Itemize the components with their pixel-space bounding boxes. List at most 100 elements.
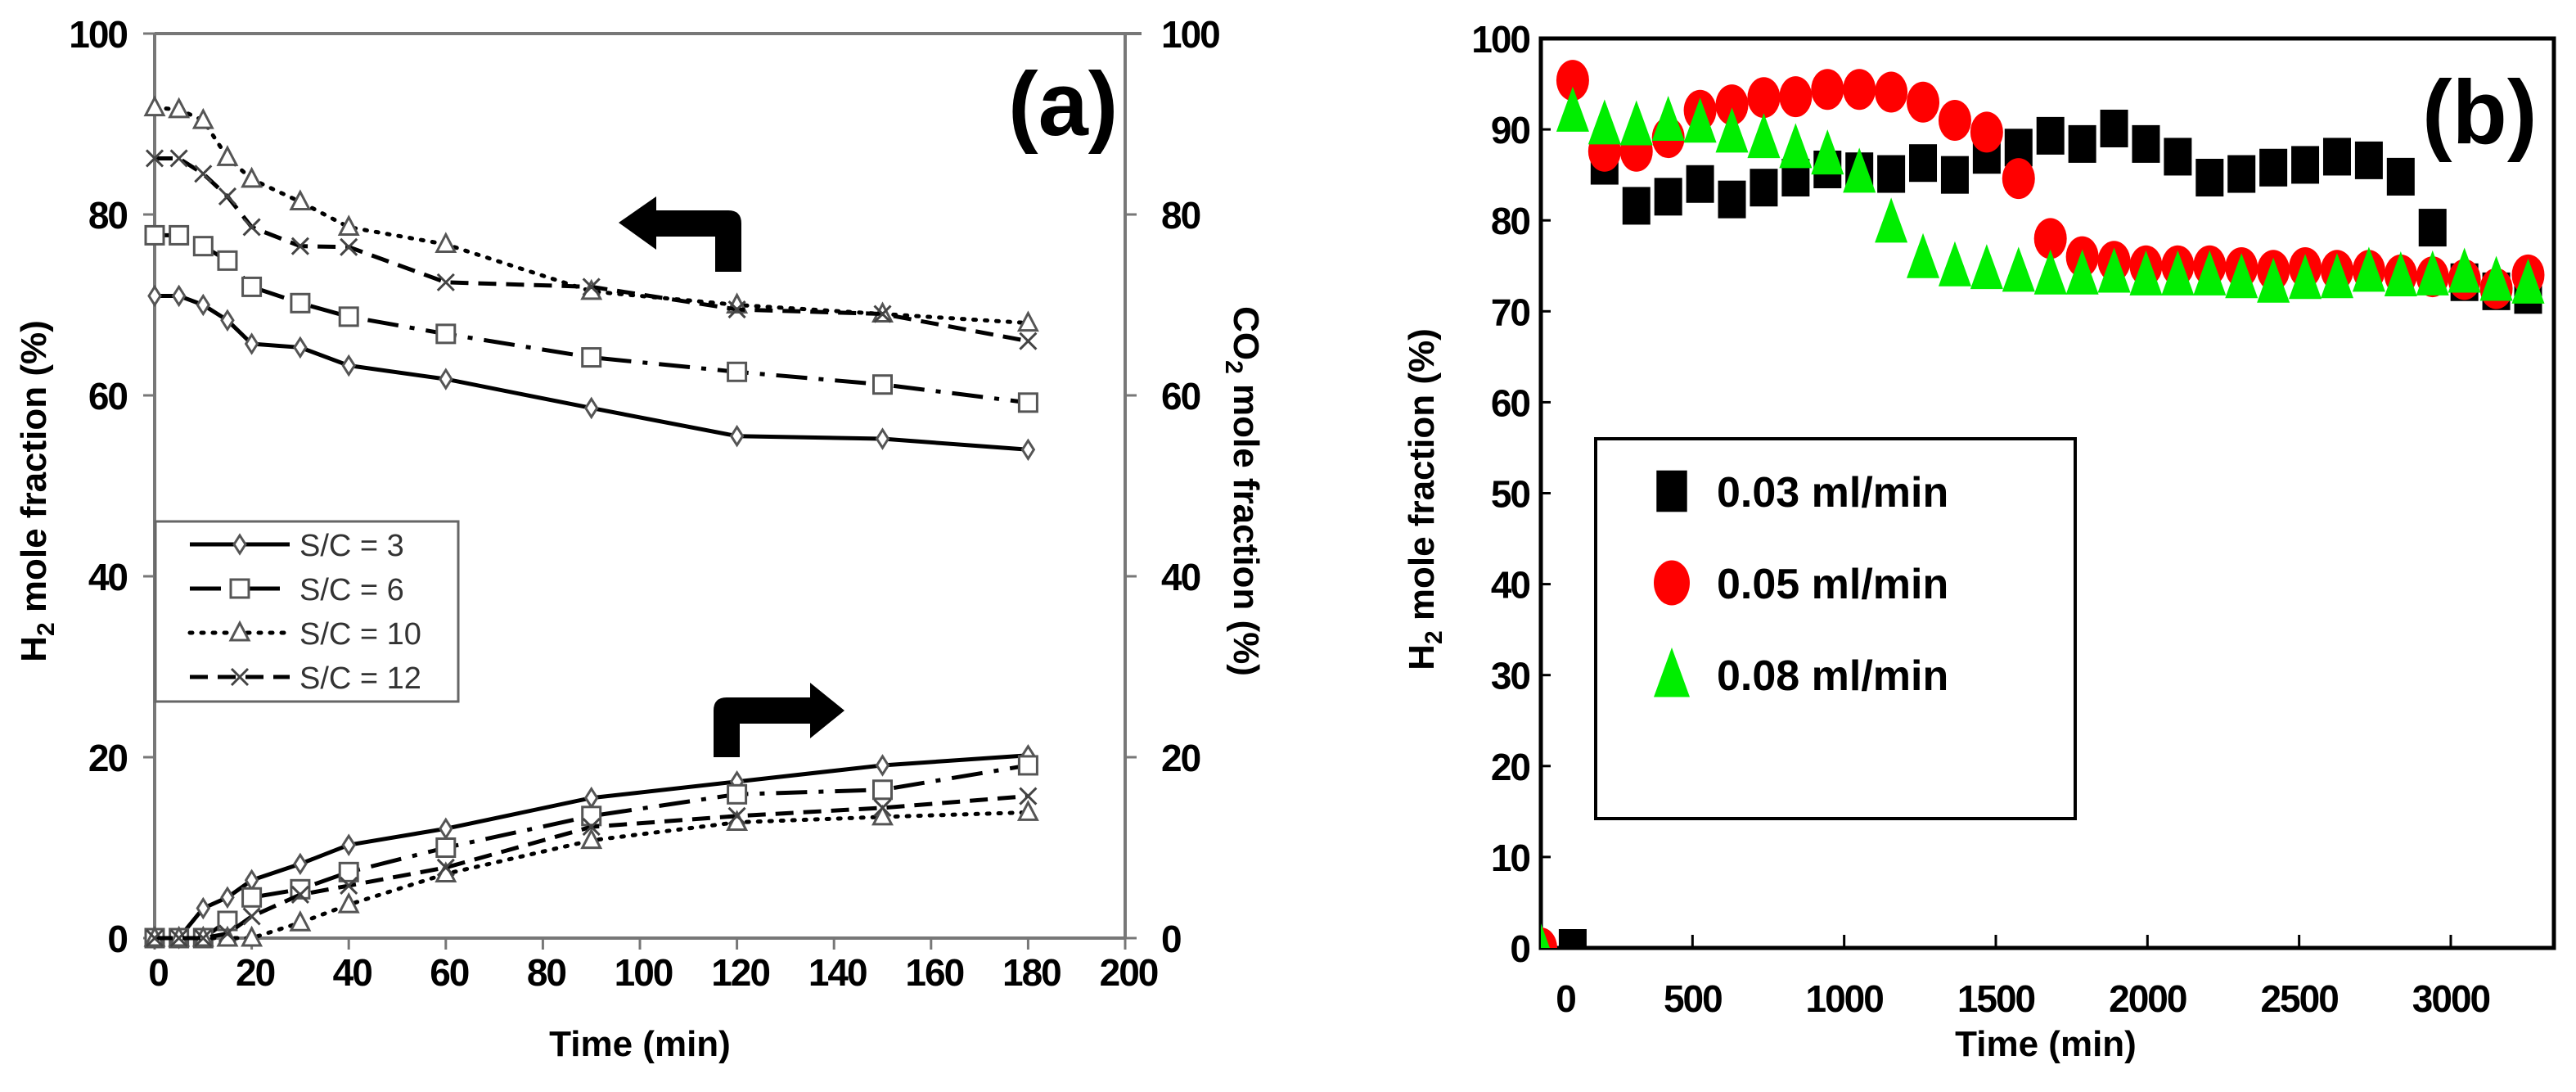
h2-line — [155, 156, 1029, 344]
series-dashed — [145, 149, 1038, 948]
data-point — [2227, 155, 2256, 193]
h2-data-point — [290, 237, 309, 255]
x-tick-label: 0 — [1556, 977, 1575, 1020]
legend-label: S/C = 12 — [299, 661, 421, 696]
data-point — [2259, 148, 2288, 187]
x-tick-label: 180 — [1002, 951, 1061, 994]
h2-line — [155, 293, 1029, 452]
co2-data-point — [727, 806, 746, 825]
co2-data-point — [1019, 787, 1038, 805]
h2-data-point — [1019, 332, 1038, 350]
co2-data-point — [872, 779, 893, 801]
y-tick-label: 40 — [88, 556, 128, 598]
y2-tick-label: 0 — [1161, 918, 1181, 960]
panel-b-y-axis-title: H2 mole fraction (%) — [1402, 328, 1448, 670]
data-point — [2320, 253, 2353, 299]
h2-data-point — [436, 273, 455, 291]
data-point — [2036, 116, 2065, 155]
x-tick-label: 40 — [333, 951, 372, 994]
h2-data-point — [582, 278, 601, 296]
co2-data-point — [581, 805, 602, 827]
data-point — [2002, 246, 2035, 292]
data-point — [2322, 138, 2351, 176]
arrow-right-icon — [714, 683, 844, 757]
co2-data-point — [1016, 800, 1039, 821]
y-tick-label: 20 — [1491, 746, 1530, 788]
data-point — [1750, 169, 1778, 207]
y2-tick-label: 40 — [1161, 556, 1200, 598]
data-point — [1558, 929, 1587, 948]
data-point — [1622, 187, 1651, 225]
data-point — [2193, 250, 2227, 296]
h2-data-point — [168, 97, 191, 119]
y-tick-label: 100 — [69, 13, 127, 56]
y-tick-label: 90 — [1491, 109, 1530, 151]
x-tick-label: 1000 — [1805, 977, 1883, 1020]
panel-a-series — [143, 95, 1039, 950]
h2-data-point — [147, 284, 162, 308]
data-point — [1940, 156, 1969, 194]
y2-tick-label: 20 — [1161, 737, 1200, 779]
data-point — [2386, 157, 2415, 196]
h2-data-point — [244, 332, 259, 355]
co2-data-point — [244, 869, 259, 892]
h2-data-point — [341, 354, 356, 377]
y-tick-label: 40 — [1491, 564, 1530, 607]
h2-data-point — [143, 95, 166, 117]
data-point — [1686, 165, 1714, 203]
data-point — [1877, 155, 1906, 193]
h2-data-point — [216, 145, 239, 166]
series-solid — [147, 284, 1036, 950]
h2-data-point — [338, 306, 359, 327]
h2-data-point — [169, 224, 190, 246]
x-tick-label: 160 — [905, 951, 963, 994]
data-point — [1938, 241, 1971, 287]
h2-data-point — [727, 361, 748, 382]
y-tick-label: 80 — [1491, 200, 1530, 242]
data-point — [1556, 60, 1589, 102]
data-point — [1909, 144, 1938, 183]
h2-data-point — [1016, 310, 1039, 332]
data-point — [1715, 84, 1749, 126]
x-tick-label: 80 — [527, 951, 566, 994]
co2-data-point — [241, 887, 263, 908]
data-point — [1843, 69, 1876, 111]
data-point — [1970, 244, 2003, 290]
legend-label: 0.03 ml/min — [1717, 469, 1948, 517]
data-point — [1619, 100, 1653, 146]
data-point — [2479, 255, 2513, 301]
h2-data-point — [293, 336, 308, 359]
x-tick-label: 1500 — [1957, 977, 2035, 1020]
co2-data-point — [340, 876, 358, 895]
legend-label: 0.05 ml/min — [1717, 561, 1948, 608]
data-point — [2448, 247, 2481, 293]
h2-data-point — [1017, 392, 1038, 413]
co2-data-point — [582, 818, 601, 837]
x-tick-label: 20 — [236, 951, 275, 994]
x-tick-label: 0 — [148, 951, 168, 994]
co2-data-point — [341, 833, 356, 856]
series-triangle — [1541, 86, 2545, 948]
data-point — [1683, 97, 1717, 143]
x-tick-label: 60 — [430, 951, 469, 994]
h2-data-point — [873, 305, 892, 323]
h2-data-point — [729, 424, 745, 448]
co2-data-point — [289, 909, 312, 932]
co2-data-point — [290, 885, 309, 905]
h2-data-point — [872, 374, 893, 395]
co2-data-point — [871, 804, 894, 826]
h2-data-point — [435, 232, 457, 253]
h2-data-point — [196, 293, 211, 317]
data-point — [2352, 246, 2385, 292]
panel-b-ticks: 0 500 1000 1500 2000 2500 3000 0 10 20 30 40 50 60 70 8… — [1471, 18, 2491, 1020]
y-tick-label: 10 — [1491, 837, 1530, 879]
x-tick-label: 3000 — [2412, 977, 2490, 1020]
h2-data-point — [289, 189, 312, 211]
data-point — [1907, 232, 1940, 278]
co2-data-point — [435, 837, 457, 858]
y2-tick-label: 60 — [1161, 375, 1200, 417]
y-tick-label: 0 — [107, 918, 127, 960]
panel-b-label: (b) — [2422, 62, 2537, 163]
co2-data-point — [220, 886, 235, 909]
co2-data-point — [145, 928, 164, 948]
